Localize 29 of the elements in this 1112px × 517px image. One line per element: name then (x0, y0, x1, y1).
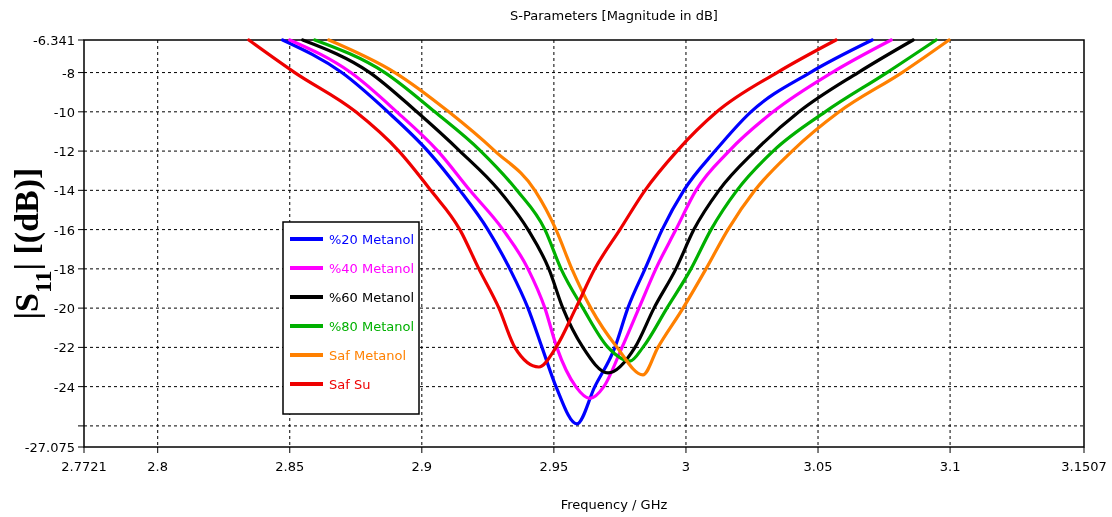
line-series (247, 38, 838, 369)
y-tick-label: -6.341 (33, 33, 75, 48)
x-tick-label: 2.95 (539, 459, 569, 474)
x-tick-label: 2.9 (411, 459, 433, 474)
x-tick-label: 2.85 (275, 459, 305, 474)
x-tick-label: 2.8 (147, 459, 169, 474)
y-tick-label: -16 (53, 222, 75, 238)
legend-label: %80 Metanol (329, 319, 415, 334)
x-tick-label: 2.7721 (61, 459, 107, 474)
y-tick-label: -27.075 (24, 440, 75, 455)
chart-title: S-Parameters [Magnitude in dB] (510, 8, 718, 23)
y-tick-label: -8 (62, 65, 75, 81)
legend-label: Saf Su (329, 377, 371, 392)
x-tick-label: 3.05 (803, 459, 833, 474)
legend-label: Saf Metanol (329, 348, 407, 363)
y-tick-label: -10 (53, 104, 75, 120)
x-axis-title: Frequency / GHz (560, 497, 668, 512)
x-tick-label: 3.1 (939, 459, 961, 474)
x-tick-label: 3.1507 (1061, 459, 1107, 474)
y-tick-label: -14 (53, 183, 75, 199)
y-tick-label: -24 (53, 379, 75, 395)
y-tick-label: -22 (53, 340, 75, 356)
x-tick-label: 3 (681, 459, 691, 474)
y-tick-label: -18 (53, 261, 75, 277)
y-tick-label: -12 (53, 144, 75, 160)
y-tick-label: -20 (53, 301, 75, 317)
legend-label: %60 Metanol (329, 290, 415, 305)
legend-label: %20 Metanol (329, 232, 415, 247)
legend-label: %40 Metanol (329, 261, 415, 276)
